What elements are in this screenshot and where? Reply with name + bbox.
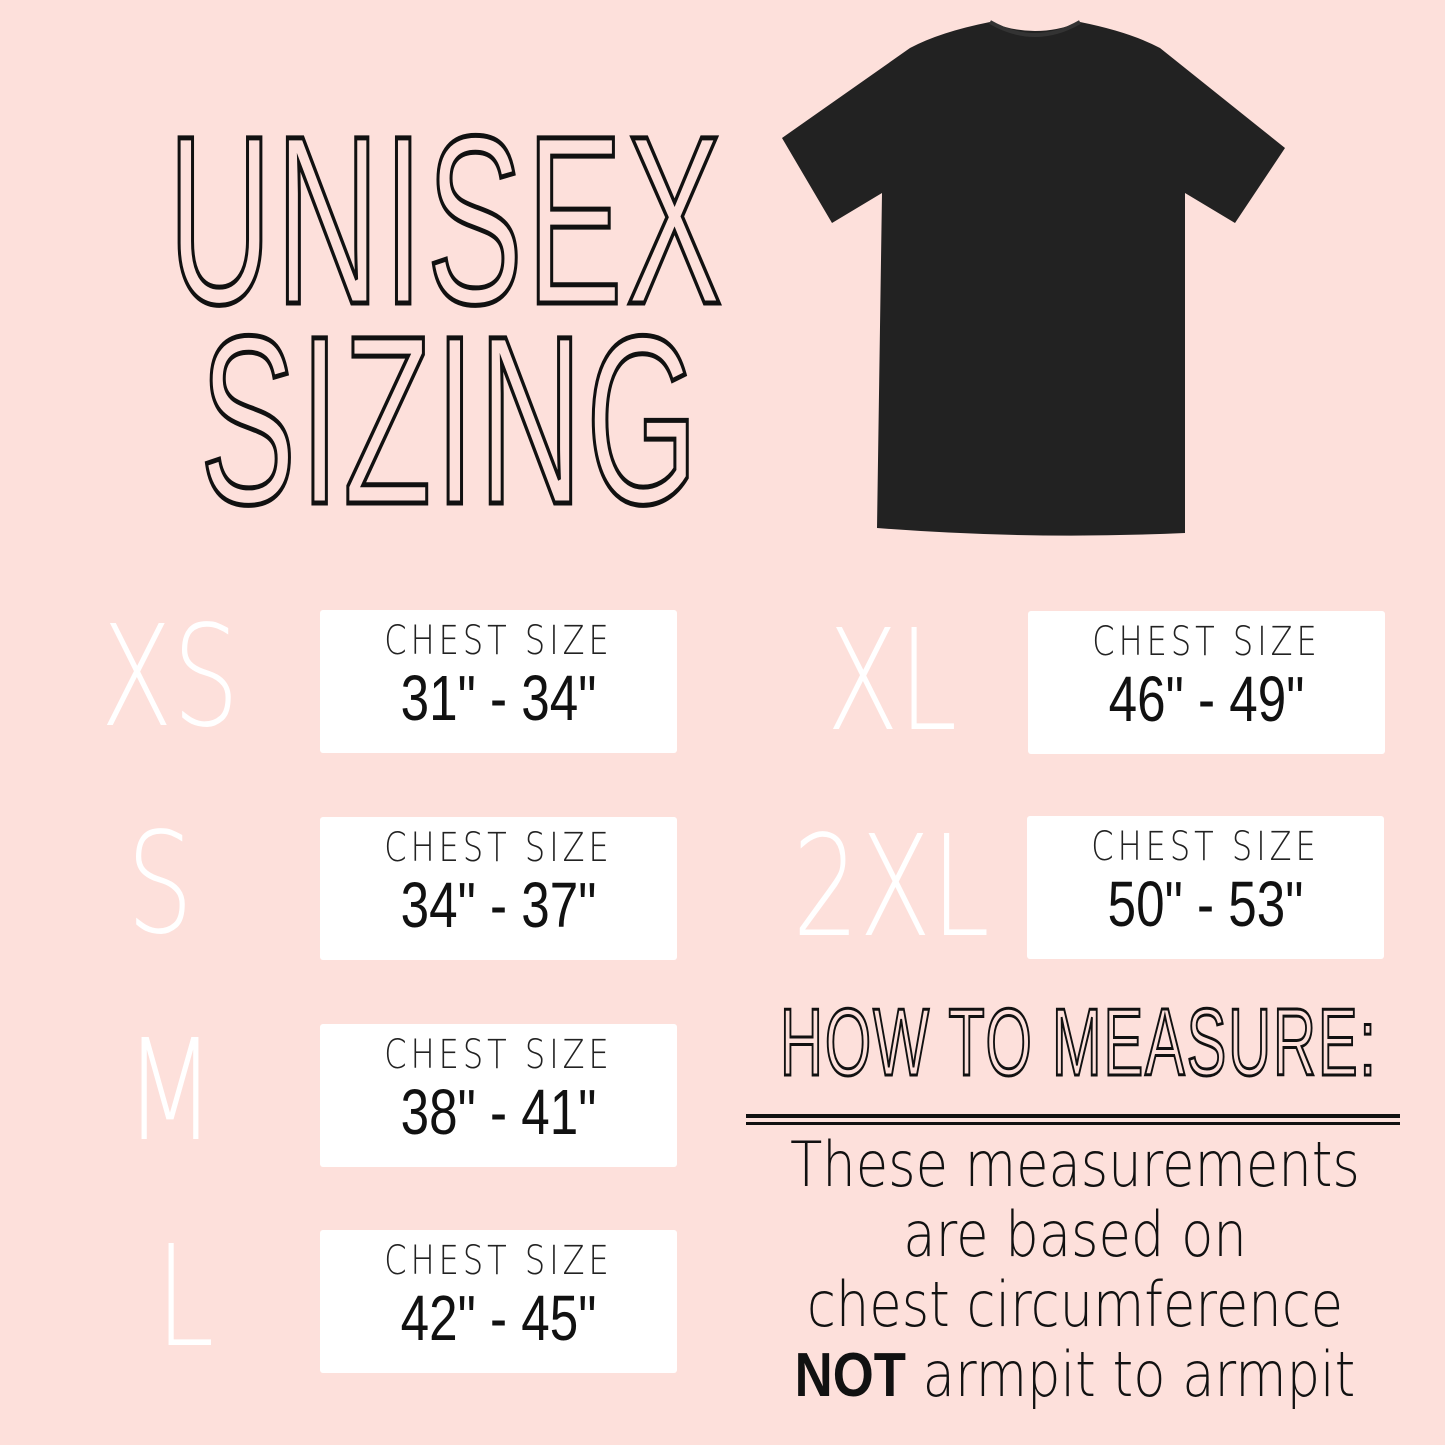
size-label-l: L xyxy=(155,1216,215,1379)
chest-size-label: CHEST SIZE xyxy=(384,825,613,871)
chest-card-2xl: CHEST SIZE 50" - 53" xyxy=(1027,816,1384,959)
chest-size-range: 50" - 53" xyxy=(1107,868,1304,940)
measure-line-2: are based on xyxy=(903,1198,1247,1271)
size-label-xs: XS xyxy=(100,596,240,759)
measure-emphasis: NOT xyxy=(794,1341,906,1410)
measure-line-4-wrap: NOT armpit to armpit xyxy=(786,1340,1364,1411)
chest-card-s: CHEST SIZE 34" - 37" xyxy=(320,817,677,960)
chest-size-label: CHEST SIZE xyxy=(1092,619,1321,665)
chest-size-range: 34" - 37" xyxy=(400,869,597,941)
size-label-xl: XL xyxy=(826,600,958,763)
chest-card-l: CHEST SIZE 42" - 45" xyxy=(320,1230,677,1373)
chest-size-range: 31" - 34" xyxy=(400,662,597,734)
title-sizing: SIZING xyxy=(198,286,702,554)
chest-size-label: CHEST SIZE xyxy=(384,618,613,664)
chest-size-label: CHEST SIZE xyxy=(1091,824,1320,870)
chest-size-range: 46" - 49" xyxy=(1108,663,1305,735)
size-label-m: M xyxy=(124,1010,216,1173)
chest-size-range: 42" - 45" xyxy=(400,1282,597,1354)
chest-size-label: CHEST SIZE xyxy=(384,1238,613,1284)
double-divider xyxy=(746,1114,1400,1118)
double-divider-second xyxy=(746,1122,1400,1125)
tshirt-image xyxy=(782,20,1285,536)
title-unisex: UNISEX xyxy=(167,86,726,354)
chest-size-range: 38" - 41" xyxy=(400,1076,597,1148)
measure-line-1: These measurements xyxy=(790,1128,1360,1201)
measure-instructions: These measurements are based on chest ci… xyxy=(735,1130,1415,1411)
size-label-2xl: 2XL xyxy=(792,806,990,969)
measure-line-3: chest circumference xyxy=(806,1268,1344,1341)
chest-card-xs: CHEST SIZE 31" - 34" xyxy=(320,610,677,753)
chest-size-label: CHEST SIZE xyxy=(384,1032,613,1078)
chest-card-m: CHEST SIZE 38" - 41" xyxy=(320,1024,677,1167)
size-label-s: S xyxy=(126,803,194,966)
chest-card-xl: CHEST SIZE 46" - 49" xyxy=(1028,611,1385,754)
measure-line-4: armpit to armpit xyxy=(922,1338,1356,1411)
how-to-measure-heading: HOW TO MEASURE: xyxy=(779,989,1378,1096)
